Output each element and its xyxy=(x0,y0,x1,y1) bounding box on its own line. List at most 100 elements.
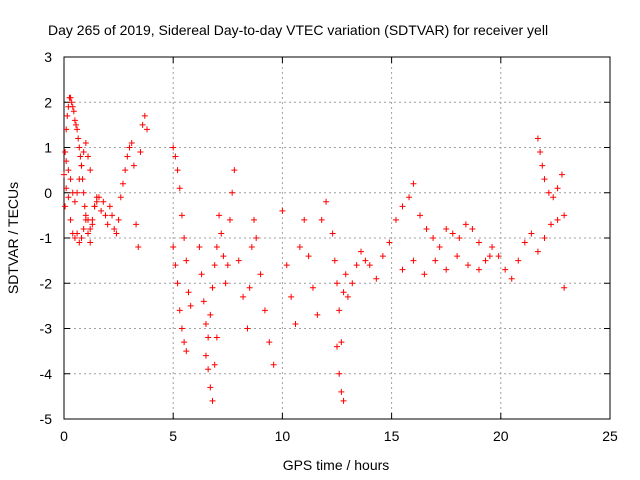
data-point xyxy=(111,225,118,232)
data-point xyxy=(537,149,544,156)
data-point xyxy=(248,244,255,251)
data-point xyxy=(67,176,74,183)
data-point xyxy=(178,212,185,219)
data-point xyxy=(87,225,94,232)
data-point xyxy=(338,388,345,395)
data-point xyxy=(61,171,67,178)
data-point xyxy=(85,153,92,160)
data-point xyxy=(534,135,541,142)
data-point xyxy=(288,293,295,300)
x-tick-label: 25 xyxy=(602,428,618,444)
data-point xyxy=(75,135,82,142)
data-point xyxy=(205,334,212,341)
data-point xyxy=(207,384,214,391)
data-point xyxy=(76,144,83,151)
data-point xyxy=(475,239,482,246)
data-point xyxy=(443,266,450,273)
y-tick-label: 1 xyxy=(44,140,52,156)
data-point xyxy=(172,153,179,160)
data-point xyxy=(218,230,225,237)
data-point xyxy=(74,126,81,133)
data-point xyxy=(465,262,472,269)
data-point xyxy=(454,253,461,260)
x-tick-label: 20 xyxy=(493,428,509,444)
data-point xyxy=(80,149,87,156)
data-point xyxy=(205,366,212,373)
data-point xyxy=(78,235,85,241)
data-point xyxy=(106,203,113,210)
data-point xyxy=(430,235,437,241)
data-point xyxy=(135,244,142,251)
data-point xyxy=(235,257,242,264)
data-point xyxy=(71,235,78,241)
data-point xyxy=(240,293,247,300)
data-point xyxy=(102,212,109,219)
data-point xyxy=(502,266,509,273)
data-point xyxy=(211,361,218,368)
data-point xyxy=(253,235,260,241)
data-point xyxy=(554,185,561,192)
data-point xyxy=(309,284,316,291)
data-point xyxy=(342,271,349,278)
data-point xyxy=(231,167,238,174)
data-point xyxy=(334,343,340,350)
data-point xyxy=(213,334,220,341)
data-point xyxy=(251,216,258,223)
data-point xyxy=(117,194,124,201)
data-point xyxy=(67,216,74,223)
data-point xyxy=(349,280,356,287)
data-point xyxy=(74,230,81,237)
data-point xyxy=(410,180,417,187)
data-point xyxy=(266,339,273,346)
data-point xyxy=(399,266,406,273)
data-point xyxy=(469,225,476,232)
data-point xyxy=(87,239,94,246)
data-point xyxy=(373,275,380,282)
data-point xyxy=(198,271,205,278)
data-point xyxy=(70,108,77,115)
data-point xyxy=(244,325,251,332)
y-tick-label: 2 xyxy=(44,94,52,110)
data-point xyxy=(63,126,70,133)
data-point xyxy=(104,221,111,228)
data-point xyxy=(246,284,253,291)
data-point xyxy=(495,253,502,260)
y-tick-label: -3 xyxy=(40,321,53,337)
data-point xyxy=(109,212,116,219)
data-point xyxy=(64,112,71,119)
data-point xyxy=(62,203,69,210)
data-point xyxy=(200,298,207,305)
data-point xyxy=(449,230,456,237)
data-point xyxy=(353,262,360,269)
data-point xyxy=(379,253,386,260)
data-point xyxy=(534,248,541,255)
data-point xyxy=(81,203,88,210)
data-point xyxy=(436,244,443,251)
data-point xyxy=(172,262,179,269)
data-point xyxy=(301,216,308,223)
data-point xyxy=(329,230,336,237)
data-point xyxy=(82,139,89,146)
data-point xyxy=(196,244,203,251)
data-point xyxy=(178,325,185,332)
data-point xyxy=(181,235,188,241)
data-point xyxy=(386,239,393,246)
data-point xyxy=(475,266,482,273)
x-tick-label: 15 xyxy=(384,428,400,444)
data-point xyxy=(80,189,87,196)
data-point xyxy=(65,194,72,201)
data-point xyxy=(137,149,144,156)
data-point xyxy=(224,262,231,269)
data-point xyxy=(130,162,137,169)
data-point xyxy=(226,216,233,223)
y-tick-label: -1 xyxy=(40,230,53,246)
data-point xyxy=(85,230,92,237)
data-point xyxy=(432,257,439,264)
y-axis-label: SDTVAR / TECUs xyxy=(5,182,21,294)
y-tick-label: 3 xyxy=(44,49,52,65)
data-point xyxy=(176,185,183,192)
data-point xyxy=(344,293,351,300)
data-point xyxy=(68,99,75,106)
data-point xyxy=(508,275,515,282)
